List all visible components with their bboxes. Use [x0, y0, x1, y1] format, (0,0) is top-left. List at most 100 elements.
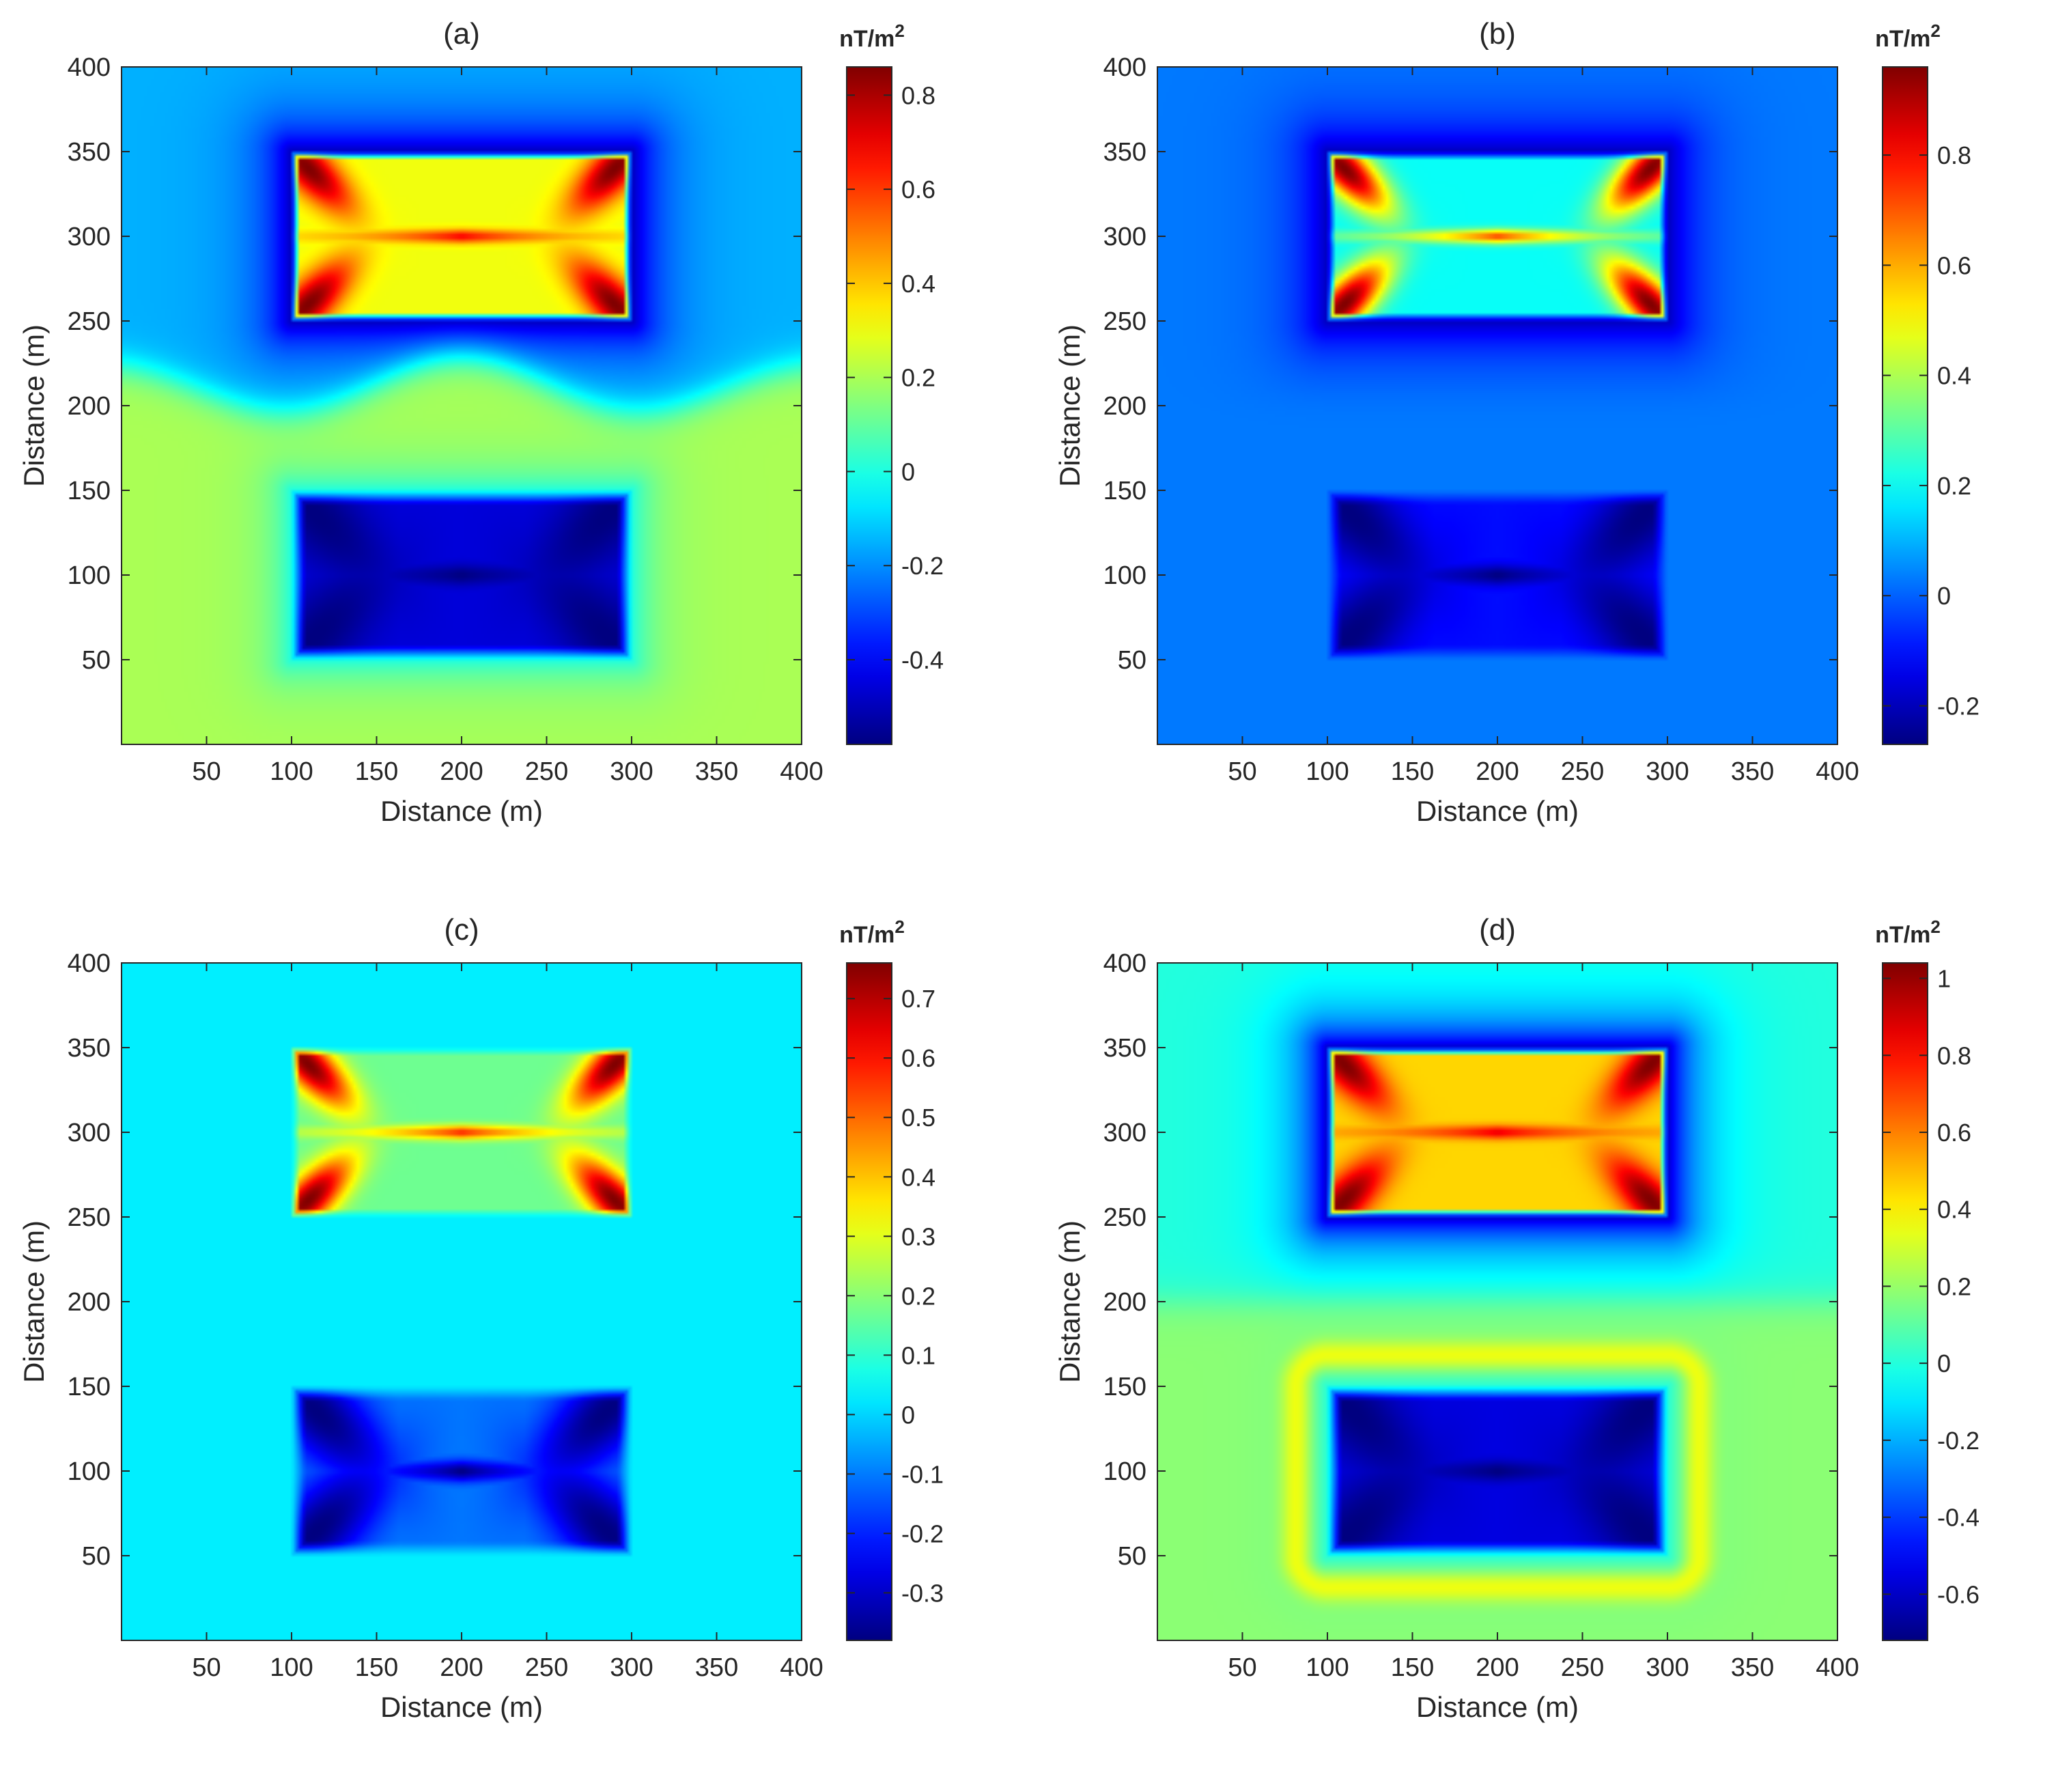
- y-tick-label: 200: [1103, 392, 1146, 421]
- y-tick-label: 400: [68, 949, 111, 978]
- x-tick-label: 350: [695, 757, 738, 786]
- colorbar-unit-exponent: 2: [1930, 20, 1940, 41]
- panel-d: 50 100 150 200 250 300 350 400 50 100 150 200 250 300…: [1036, 896, 2071, 1792]
- x-tick-label: 350: [695, 1653, 738, 1682]
- y-tick-label: 300: [68, 223, 111, 251]
- y-tick-label: 250: [1103, 307, 1146, 336]
- heatmap-image: [1157, 67, 1837, 744]
- heatmap-image: [122, 963, 802, 1640]
- chart-b: 50 100 150 200 250 300 350 400 50 100 150 200 250 300…: [1054, 17, 1980, 827]
- x-tick-label: 400: [1816, 1653, 1859, 1682]
- x-tick-label: 100: [1306, 1653, 1349, 1682]
- x-tick-label: 150: [355, 1653, 398, 1682]
- chart-title: (a): [443, 17, 480, 51]
- y-tick-label: 250: [68, 307, 111, 336]
- colorbar-tick-label: -0.2: [901, 1520, 944, 1548]
- colorbar-tick-label: 0.8: [1937, 1041, 1971, 1069]
- x-tick-label: 350: [1731, 1653, 1774, 1682]
- x-tick-label: 50: [1228, 1653, 1256, 1682]
- colorbar-unit: nT/m2: [1875, 20, 1941, 52]
- colorbar-unit-base: nT/m: [1875, 26, 1930, 52]
- colorbar-tick-label: 0.6: [1937, 1119, 1971, 1147]
- colorbar-tick-label: -0.2: [1937, 692, 1980, 720]
- colorbar-unit: nT/m2: [1875, 916, 1941, 948]
- y-tick-label: 100: [1103, 1457, 1146, 1486]
- y-tick-label: 300: [68, 1119, 111, 1147]
- colorbar-unit: nT/m2: [839, 916, 905, 948]
- colorbar: [1882, 962, 1928, 1641]
- colorbar: [1882, 66, 1928, 745]
- chart-title: (b): [1479, 17, 1516, 51]
- colorbar-tick-label: -0.6: [1937, 1580, 1980, 1608]
- colorbar-unit-base: nT/m: [839, 922, 894, 948]
- y-tick-label: 100: [68, 1457, 111, 1486]
- y-axis-label: Distance (m): [18, 324, 50, 487]
- y-tick-label: 250: [1103, 1203, 1146, 1232]
- x-tick-label: 250: [1561, 1653, 1604, 1682]
- x-tick-label: 100: [270, 1653, 313, 1682]
- x-tick-label: 300: [610, 1653, 653, 1682]
- y-tick-label: 250: [68, 1203, 111, 1232]
- y-tick-label: 150: [68, 1373, 111, 1401]
- x-tick-label: 300: [1646, 757, 1689, 786]
- chart-d: 50 100 150 200 250 300 350 400 50 100 150 200 250 300…: [1054, 913, 1980, 1723]
- colorbar-unit-exponent: 2: [1930, 916, 1940, 937]
- x-tick-label: 250: [1561, 757, 1604, 786]
- x-tick-label: 200: [440, 757, 483, 786]
- x-axis-label: Distance (m): [1416, 795, 1579, 827]
- y-tick-label: 100: [68, 561, 111, 590]
- y-tick-label: 200: [68, 1288, 111, 1317]
- colorbar-tick-label: 0.1: [901, 1341, 935, 1369]
- panel-c: 50 100 150 200 250 300 350 400 50 100 150 200 250 300…: [0, 896, 1036, 1792]
- colorbar-unit-base: nT/m: [1875, 922, 1930, 948]
- x-tick-label: 100: [270, 757, 313, 786]
- x-tick-label: 150: [1391, 757, 1434, 786]
- x-axis-label: Distance (m): [1416, 1691, 1579, 1723]
- y-tick-label: 150: [1103, 1373, 1146, 1401]
- y-tick-label: 50: [1118, 646, 1146, 675]
- chart-a: 50 100 150 200 250 300 350 400 50 100 150 200 250 300…: [18, 17, 944, 827]
- y-axis-label: Distance (m): [1054, 1220, 1086, 1383]
- colorbar-tick-label: 1: [1937, 965, 1951, 993]
- y-tick-label: 300: [1103, 1119, 1146, 1147]
- colorbar-tick-label: 0.2: [1937, 1272, 1971, 1300]
- colorbar-tick-label: 0.3: [901, 1222, 935, 1250]
- x-tick-label: 200: [1476, 1653, 1519, 1682]
- colorbar-tick-label: 0: [1937, 1349, 1951, 1377]
- y-tick-label: 400: [1103, 53, 1146, 82]
- colorbar-tick-label: -0.4: [1937, 1504, 1980, 1532]
- y-tick-label: 350: [68, 138, 111, 167]
- colorbar-tick-label: 0.8: [901, 81, 935, 109]
- colorbar: [846, 66, 892, 745]
- y-axis-label: Distance (m): [1054, 324, 1086, 487]
- heatmap-image: [122, 67, 802, 744]
- y-tick-label: 50: [1118, 1542, 1146, 1571]
- y-tick-label: 200: [68, 392, 111, 421]
- colorbar-tick-label: 0.2: [901, 364, 935, 392]
- colorbar-tick-label: -0.2: [901, 552, 944, 580]
- y-tick-label: 150: [68, 477, 111, 505]
- x-tick-label: 400: [780, 1653, 823, 1682]
- colorbar-tick-label: -0.1: [901, 1460, 944, 1488]
- colorbar-tick-label: 0.6: [901, 176, 935, 204]
- colorbar-unit: nT/m2: [839, 20, 905, 52]
- x-tick-label: 150: [355, 757, 398, 786]
- colorbar-tick-label: 0: [901, 458, 915, 486]
- chart-c: 50 100 150 200 250 300 350 400 50 100 150 200 250 300…: [18, 913, 944, 1723]
- colorbar-tick-label: 0.2: [901, 1282, 935, 1310]
- x-tick-label: 50: [1228, 757, 1256, 786]
- y-tick-label: 200: [1103, 1288, 1146, 1317]
- x-tick-label: 400: [780, 757, 823, 786]
- x-tick-label: 350: [1731, 757, 1774, 786]
- chart-title: (c): [444, 913, 479, 947]
- y-tick-label: 350: [68, 1034, 111, 1063]
- colorbar-tick-label: 0.7: [901, 985, 935, 1013]
- heatmap-image: [1157, 963, 1837, 1640]
- colorbar-tick-label: 0.4: [1937, 1196, 1971, 1224]
- colorbar-tick-label: 0.8: [1937, 141, 1971, 169]
- panel-b: 50 100 150 200 250 300 350 400 50 100 150 200 250 300…: [1036, 0, 2071, 896]
- x-tick-label: 200: [1476, 757, 1519, 786]
- x-axis-label: Distance (m): [380, 795, 543, 827]
- colorbar-unit-base: nT/m: [839, 26, 894, 52]
- x-tick-label: 250: [525, 1653, 568, 1682]
